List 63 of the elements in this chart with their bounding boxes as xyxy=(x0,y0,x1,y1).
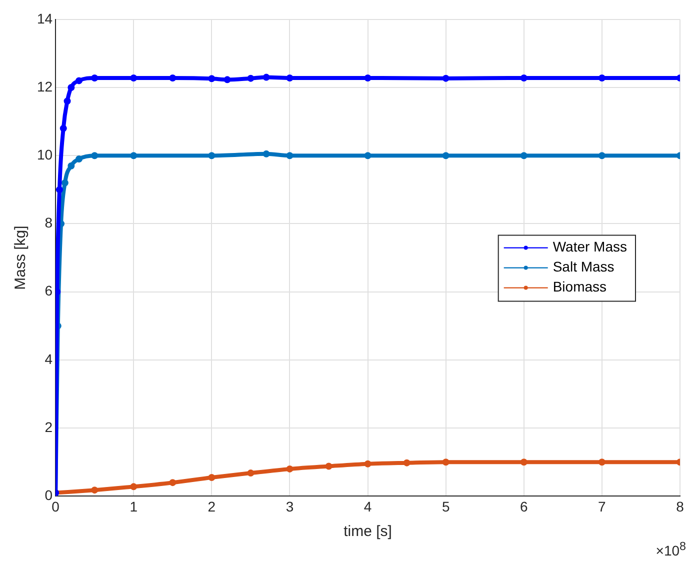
y-tick-label: 8 xyxy=(44,214,53,231)
point xyxy=(75,77,82,84)
point xyxy=(364,74,372,82)
point xyxy=(75,156,82,163)
point xyxy=(520,74,528,82)
point xyxy=(286,74,294,82)
point xyxy=(598,152,606,160)
point xyxy=(169,74,176,82)
point xyxy=(262,74,270,81)
point xyxy=(64,98,71,105)
point xyxy=(130,152,138,160)
point xyxy=(208,152,216,160)
y-tick-label: 0 xyxy=(44,487,53,504)
point xyxy=(520,458,528,466)
y-tick-label: 10 xyxy=(36,146,53,162)
point xyxy=(598,74,606,82)
y-tick-label: 12 xyxy=(36,78,53,94)
y-tick-label: 6 xyxy=(44,282,53,299)
point xyxy=(442,74,450,82)
point xyxy=(364,152,372,160)
point xyxy=(61,179,68,186)
point xyxy=(169,479,176,486)
point xyxy=(91,152,98,160)
x-tick-label: 6 xyxy=(520,498,528,514)
y-axis-title: Mass [kg] xyxy=(12,226,30,290)
text: ×10$^{8}$ xyxy=(656,540,686,559)
x-tick-label: 4 xyxy=(364,498,372,514)
point xyxy=(442,152,450,160)
x-tick-label: 3 xyxy=(286,498,294,514)
x-tick-label: 1 xyxy=(130,498,138,514)
point xyxy=(286,152,294,160)
point xyxy=(262,150,270,158)
point xyxy=(520,152,528,160)
point xyxy=(60,124,67,132)
point xyxy=(68,84,75,92)
y-tick-label: 14 xyxy=(36,10,53,26)
point xyxy=(598,458,606,466)
y-tick-label: 2 xyxy=(44,418,53,435)
point xyxy=(130,74,138,82)
x-tick-label: 8 xyxy=(676,498,684,514)
point xyxy=(208,75,216,82)
y-tick-label: 4 xyxy=(44,350,53,367)
x-tick-label: 7 xyxy=(598,498,606,514)
point xyxy=(247,470,254,477)
x-tick-label: 2 xyxy=(208,498,216,514)
point xyxy=(68,162,75,170)
point xyxy=(224,76,231,84)
point xyxy=(247,74,254,82)
point xyxy=(442,458,450,466)
point xyxy=(91,74,98,82)
point xyxy=(56,186,63,194)
point xyxy=(364,460,372,468)
point xyxy=(208,474,216,481)
point xyxy=(91,486,98,494)
x-tick-label: 5 xyxy=(442,498,450,514)
point xyxy=(286,465,294,472)
legend-label: Biomass xyxy=(552,278,607,295)
point xyxy=(130,483,138,490)
legend-label: Water Mass xyxy=(552,238,627,255)
point xyxy=(325,462,332,470)
legend-label: Salt Mass xyxy=(552,258,614,275)
x-axis-title: time [s] xyxy=(344,523,392,540)
point xyxy=(403,459,410,466)
